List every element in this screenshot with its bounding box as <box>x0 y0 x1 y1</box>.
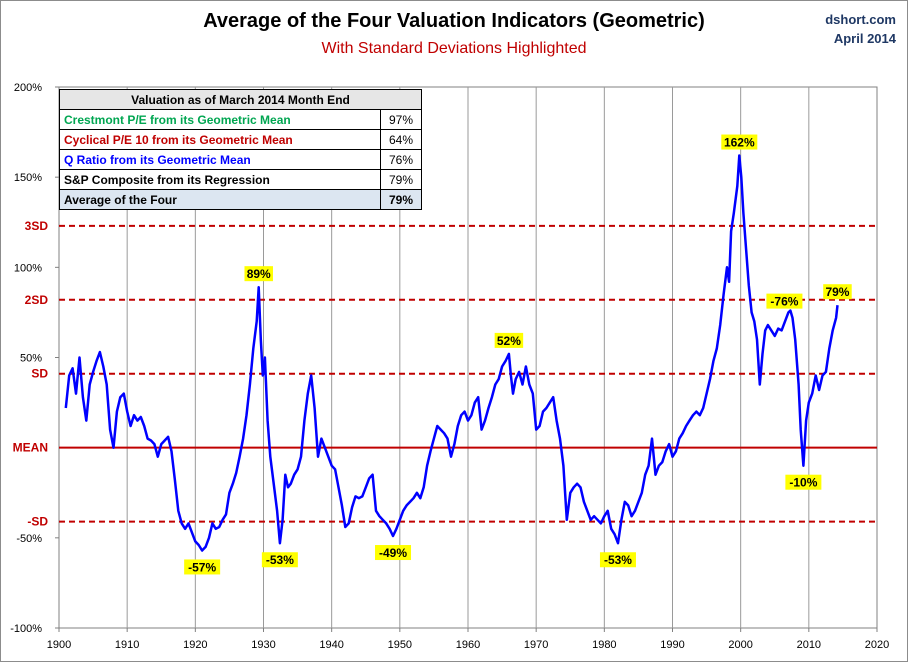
annotation: 162% <box>721 134 758 150</box>
x-tick-label: 2010 <box>797 639 821 651</box>
annotation: -57% <box>184 559 221 575</box>
reference-label: MEAN <box>13 441 48 455</box>
annotation: -76% <box>766 293 803 309</box>
valuation-row-sp-regression: S&P Composite from its Regression 79% <box>59 169 422 190</box>
annotation-bg <box>494 332 524 348</box>
annotation: -10% <box>785 474 822 490</box>
valuation-label-crestmont: Crestmont P/E from its Geometric Mean <box>59 109 381 130</box>
valuation-row-qratio: Q Ratio from its Geometric Mean 76% <box>59 149 422 170</box>
annotation-bg <box>375 545 412 561</box>
valuation-label-qratio: Q Ratio from its Geometric Mean <box>59 149 381 170</box>
y-tick-label: 50% <box>20 353 42 365</box>
x-tick-label: 1960 <box>456 639 480 651</box>
annotation-bg <box>785 474 822 490</box>
reference-label: -SD <box>27 515 48 529</box>
y-tick-label: -50% <box>16 533 42 545</box>
annotation-bg <box>244 266 273 282</box>
valuation-label-pe10: Cyclical P/E 10 from its Geometric Mean <box>59 129 381 150</box>
annotation-bg <box>823 284 852 300</box>
x-tick-label: 1950 <box>388 639 412 651</box>
x-tick-label: 1900 <box>47 639 71 651</box>
annotation-bg <box>766 293 803 309</box>
x-tick-label: 2000 <box>728 639 752 651</box>
y-tick-label: 150% <box>14 172 42 184</box>
valuation-label-average: Average of the Four <box>59 189 381 210</box>
valuation-value-sp-regression: 79% <box>380 169 422 190</box>
valuation-row-crestmont: Crestmont P/E from its Geometric Mean 97… <box>59 109 422 130</box>
valuation-table-header: Valuation as of March 2014 Month End <box>59 89 422 110</box>
valuation-value-crestmont: 97% <box>380 109 422 130</box>
annotation-label: 162% <box>724 136 755 150</box>
annotation-bg <box>184 559 221 575</box>
annotation-label: 52% <box>497 334 521 348</box>
annotation: -53% <box>599 552 636 568</box>
valuation-value-qratio: 76% <box>380 149 422 170</box>
source-date: April 2014 <box>833 31 896 46</box>
annotation-label: -76% <box>770 295 798 309</box>
annotation-bg <box>599 552 636 568</box>
reference-label: SD <box>31 367 48 381</box>
chart-subtitle: With Standard Deviations Highlighted <box>321 40 587 57</box>
valuation-value-pe10: 64% <box>380 129 422 150</box>
annotation-label: -53% <box>266 553 294 567</box>
annotation-label: 79% <box>825 285 849 299</box>
annotation: 89% <box>244 266 273 282</box>
x-tick-label: 1910 <box>115 639 139 651</box>
annotation-label: -10% <box>789 476 817 490</box>
reference-label: 2SD <box>25 293 49 307</box>
valuation-row-pe10: Cyclical P/E 10 from its Geometric Mean … <box>59 129 422 150</box>
source-site: dshort.com <box>825 12 896 27</box>
annotation: -53% <box>261 552 298 568</box>
source-credit: dshort.com April 2014 <box>825 10 896 48</box>
y-tick-label: 100% <box>14 262 42 274</box>
x-tick-label: 1980 <box>592 639 616 651</box>
x-tick-label: 1990 <box>660 639 684 651</box>
annotation-label: -49% <box>379 546 407 560</box>
x-tick-label: 1920 <box>183 639 207 651</box>
valuation-value-average: 79% <box>380 189 422 210</box>
y-tick-label: -100% <box>10 623 42 635</box>
x-tick-label: 1930 <box>251 639 275 651</box>
reference-label: 3SD <box>25 219 49 233</box>
x-tick-label: 1970 <box>524 639 548 651</box>
annotation-bg <box>261 552 298 568</box>
annotation: 52% <box>494 332 524 348</box>
valuation-label-sp-regression: S&P Composite from its Regression <box>59 169 381 190</box>
annotation: 79% <box>823 284 852 300</box>
y-tick-label: 200% <box>14 82 42 94</box>
x-tick-label: 1940 <box>319 639 343 651</box>
annotation-label: -53% <box>604 553 632 567</box>
valuation-table: Valuation as of March 2014 Month End Cre… <box>59 89 422 210</box>
annotation: -49% <box>375 545 412 561</box>
chart-title: Average of the Four Valuation Indicators… <box>203 10 705 32</box>
valuation-series-line <box>64 154 839 552</box>
valuation-table-header-row: Valuation as of March 2014 Month End <box>59 89 422 110</box>
annotation-bg <box>721 134 758 150</box>
annotation-label: -57% <box>188 560 216 574</box>
annotation-label: 89% <box>247 267 271 281</box>
x-tick-label: 2020 <box>865 639 889 651</box>
valuation-row-average: Average of the Four 79% <box>59 189 422 210</box>
